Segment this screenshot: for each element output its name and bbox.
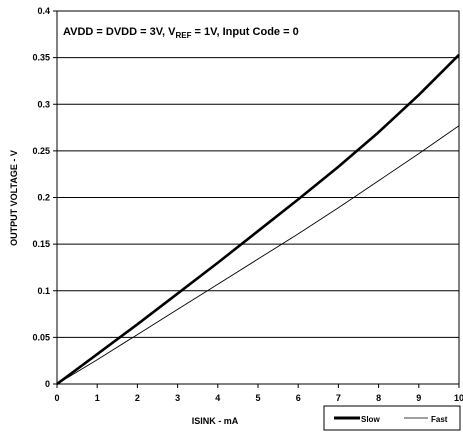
series-layer: [56, 53, 460, 386]
legend: Slow Fast: [323, 405, 461, 431]
y-tick-label: 0.25: [32, 146, 50, 156]
chart-title-prefix: AVDD = DVDD = 3V, V: [63, 26, 176, 38]
y-tick-label: 0.05: [32, 332, 50, 342]
x-tick-label: 3: [175, 393, 180, 403]
chart-title-suffix: = 1V, Input Code = 0: [192, 26, 299, 38]
grid-layer: [57, 10, 459, 385]
x-tick-label: 0: [54, 393, 59, 403]
x-tick-label: 1: [95, 393, 100, 403]
x-axis-title: ISINK - mA: [192, 416, 239, 426]
y-tick-label: 0.4: [37, 6, 50, 16]
x-tick-label: 8: [376, 393, 381, 403]
y-tick-label: 0.35: [32, 53, 50, 63]
x-tick-labels: 0 1 2 3 4 5 6 7 8 9 10: [54, 384, 463, 403]
y-tick-label: 0.15: [32, 239, 50, 249]
x-tick-label: 6: [296, 393, 301, 403]
x-tick-label: 5: [255, 393, 260, 403]
y-tick-label: 0.3: [37, 99, 50, 109]
x-tick-label: 9: [416, 393, 421, 403]
y-tick-label: 0.1: [37, 286, 50, 296]
x-tick-label: 2: [135, 393, 140, 403]
x-tick-label: 7: [336, 393, 341, 403]
y-axis-title: OUTPUT VOLTAGE - V: [9, 150, 19, 246]
x-tick-label: 10: [454, 393, 463, 403]
legend-label-slow: Slow: [361, 415, 380, 424]
y-tick-label: 0: [45, 379, 50, 389]
y-tick-label: 0.2: [37, 193, 50, 203]
chart-title: AVDD = DVDD = 3V, VREF = 1V, Input Code …: [63, 26, 299, 40]
y-tick-labels: 0 0.05 0.1 0.15 0.2 0.25 0.3 0.35 0.4: [32, 6, 57, 389]
legend-label-fast: Fast: [431, 415, 448, 424]
series-line-slow: [56, 53, 460, 386]
chart-title-subscript: REF: [176, 31, 192, 40]
x-tick-label: 4: [215, 393, 220, 403]
series-line-fast: [56, 125, 460, 385]
